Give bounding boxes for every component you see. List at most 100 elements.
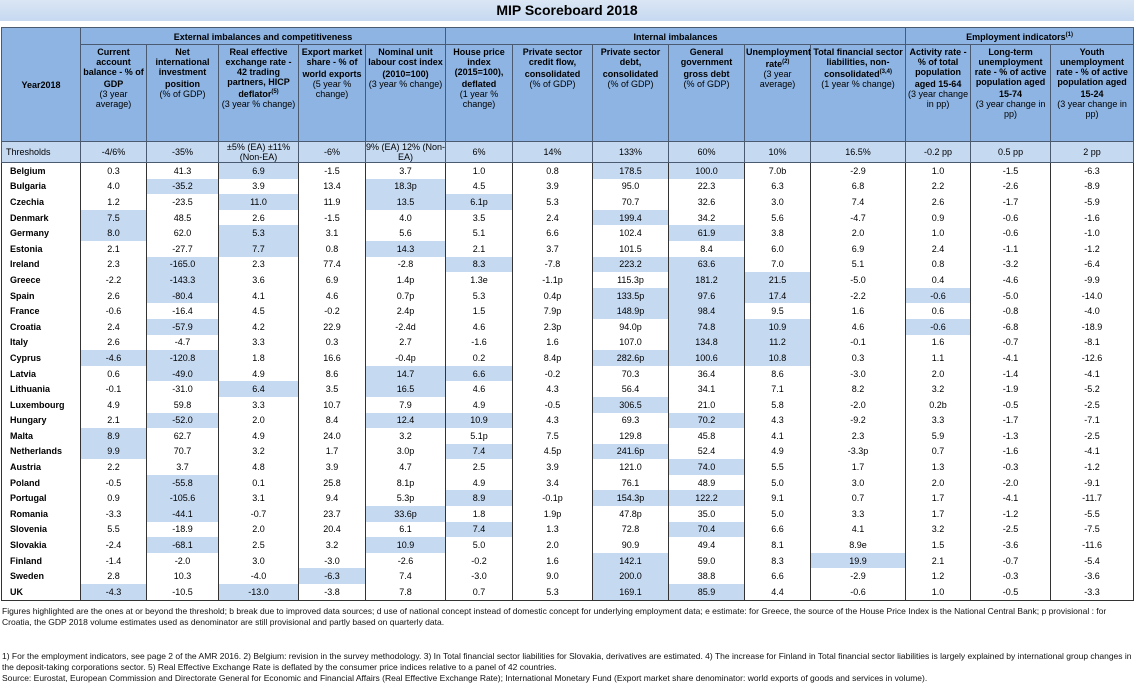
value-cell: 2.2 [905,178,972,195]
value-cell: -3.6 [970,537,1052,553]
value-cell: 2.3p [512,318,594,335]
value-cell: 0.9 [905,209,972,226]
value-cell: 2.0 [218,412,299,429]
value-cell: 2.5 [218,537,299,553]
value-cell: -1.1p [512,272,594,288]
column-header: Nominal unit labour cost index (2010=100… [364,44,447,142]
highlighted-value-cell: 70.2 [668,412,746,429]
value-cell: -1.4 [80,552,147,569]
value-cell: 0.7 [905,443,972,460]
value-cell: -7.8 [512,256,594,273]
value-cell: 7.8 [364,584,447,601]
value-cell: -8.1 [1050,334,1134,351]
highlighted-value-cell: 18.3p [364,178,447,195]
value-cell: 70.7 [592,194,670,210]
highlighted-value-cell: 181.2 [668,272,746,288]
table-row: Latvia 0.6 -49.0 4.9 8.6 14.7 6.6 -0.2 70.3 36.4 8… [1,365,1134,382]
group-header-internal: Internal imbalances [445,27,907,45]
value-cell: 2.4 [512,209,594,226]
country-name: Sweden [1,568,81,585]
value-cell: 8.4 [298,412,366,429]
value-cell: -18.9 [1050,318,1134,335]
value-cell: 6.8 [810,178,907,195]
value-cell: 5.9 [905,428,972,444]
country-name: Belgium [1,162,81,179]
highlighted-value-cell: -4.3 [80,584,147,601]
value-cell: -1.0 [1050,225,1134,241]
value-cell: -1.5 [298,209,366,226]
highlighted-value-cell: 241.6p [592,443,670,460]
threshold-cell: 60% [668,141,746,163]
value-cell: -0.6 [970,225,1052,241]
value-cell: -6.3 [1050,162,1134,179]
value-cell: -0.2 [512,365,594,382]
table-row: Finland -1.4 -2.0 3.0 -3.0 -2.6 -0.2 1.6 142.1 59… [1,552,1134,569]
country-name: Portugal [1,490,81,507]
country-name: Ireland [1,256,81,273]
value-cell: 0.3 [80,162,147,179]
value-cell: -2.6 [364,552,447,569]
table-row: Slovakia -2.4 -68.1 2.5 3.2 10.9 5.0 2.0 90.9 49.… [1,537,1134,553]
threshold-cell: -6% [298,141,366,163]
value-cell: 11.9 [298,194,366,210]
value-cell: 4.5 [445,178,514,195]
value-cell: 3.3 [905,412,972,429]
value-cell: -2.6 [970,178,1052,195]
value-cell: 5.8 [744,396,812,413]
value-cell: 20.4 [298,521,366,538]
value-cell: 9.4 [298,490,366,507]
value-cell: -0.4p [364,350,447,366]
value-cell: 2.4 [905,240,972,257]
value-cell: -0.7 [218,506,299,522]
value-cell: 8.3 [744,552,812,569]
table-row: Cyprus -4.6 -120.8 1.8 16.6 -0.4p 0.2 8.4p 282.6… [1,350,1134,366]
value-cell: 2.5 [445,459,514,475]
value-cell: -2.2 [810,287,907,304]
value-cell: 8.1 [744,537,812,553]
column-header: Youth unemployment rate - % of active po… [1050,44,1134,142]
highlighted-value-cell: -80.4 [146,287,219,304]
value-cell: 121.0 [592,459,670,475]
value-cell: 1.1 [905,350,972,366]
value-cell: 2.6 [218,209,299,226]
value-cell: 2.1 [445,240,514,257]
value-cell: -2.5 [1050,396,1134,413]
value-cell: 72.8 [592,521,670,538]
column-header: Long-term unemployment rate - % of activ… [970,44,1052,142]
value-cell: 4.9 [445,474,514,491]
legend-note: Figures highlighted are the ones at or b… [2,606,1107,627]
value-cell: 4.7 [364,459,447,475]
value-cell: 0.7 [445,584,514,601]
table-row: Luxembourg 4.9 59.8 3.3 10.7 7.9 4.9 -0.5 306.5 2… [1,396,1134,413]
column-header: General government gross debt (% of GDP) [668,44,746,142]
value-cell: -9.2 [810,412,907,429]
value-cell: 1.3e [445,272,514,288]
table-row: Bulgaria 4.0 -35.2 3.9 13.4 18.3p 4.5 3.9 95.0 22… [1,178,1134,195]
value-cell: 10.3 [146,568,219,585]
country-name: Croatia [1,318,81,335]
value-cell: 5.1p [445,428,514,444]
highlighted-value-cell: 100.0 [668,162,746,179]
highlighted-value-cell: 63.6 [668,256,746,273]
value-cell: -4.0 [1050,303,1134,319]
value-cell: -0.3 [970,459,1052,475]
highlighted-value-cell: 19.9 [810,552,907,569]
value-cell: 1.2 [80,194,147,210]
value-cell: 25.8 [298,474,366,491]
value-cell: 21.0 [668,396,746,413]
value-cell: 3.0 [744,194,812,210]
value-cell: 2.0 [218,521,299,538]
country-name: Hungary [1,412,81,429]
value-cell: 0.4p [512,287,594,304]
value-cell: -1.2 [1050,240,1134,257]
highlighted-value-cell: 199.4 [592,209,670,226]
value-cell: 49.4 [668,537,746,553]
country-name: Poland [1,474,81,491]
table-row: Estonia 2.1 -27.7 7.7 0.8 14.3 2.1 3.7 101.5 8.4 6… [1,240,1134,257]
value-cell: 3.2 [298,537,366,553]
value-cell: 2.3 [80,256,147,273]
value-cell: -27.7 [146,240,219,257]
country-name: Denmark [1,209,81,226]
value-cell: -1.9 [970,381,1052,397]
value-cell: 1.3 [512,521,594,538]
